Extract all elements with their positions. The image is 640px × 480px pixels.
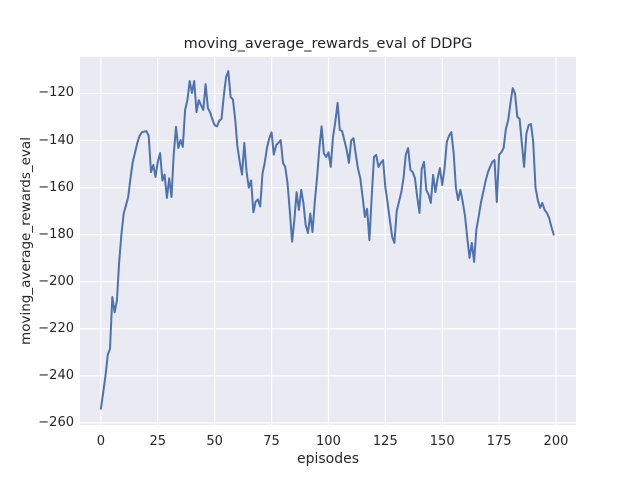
- y-tick-label: −260: [38, 414, 74, 430]
- y-tick-label: −160: [38, 179, 74, 195]
- plot-area: [80, 57, 576, 425]
- y-axis-label: moving_average_rewards_eval: [18, 137, 34, 345]
- y-tick-label: −240: [38, 367, 74, 383]
- chart-title: moving_average_rewards_eval of DDPG: [183, 36, 473, 52]
- x-tick-label: 200: [543, 434, 569, 449]
- x-tick-label: 50: [206, 434, 223, 449]
- x-tick-label: 0: [96, 434, 106, 449]
- x-tick-label: 25: [149, 434, 167, 449]
- y-tick-label: −180: [38, 226, 74, 242]
- line-chart-svg: [80, 57, 576, 425]
- data-series-line: [99, 70, 555, 410]
- x-tick-label: 125: [372, 434, 398, 449]
- y-tick-label: −120: [38, 85, 74, 101]
- x-tick-label: 75: [263, 434, 280, 449]
- y-tick-label: −200: [38, 273, 74, 289]
- x-tick-label: 150: [429, 434, 455, 449]
- x-tick-label: 100: [316, 434, 341, 449]
- y-tick-label: −140: [38, 132, 74, 148]
- x-tick-label: 175: [486, 434, 512, 449]
- y-tick-label: −220: [38, 320, 74, 336]
- x-axis-label: episodes: [296, 451, 360, 467]
